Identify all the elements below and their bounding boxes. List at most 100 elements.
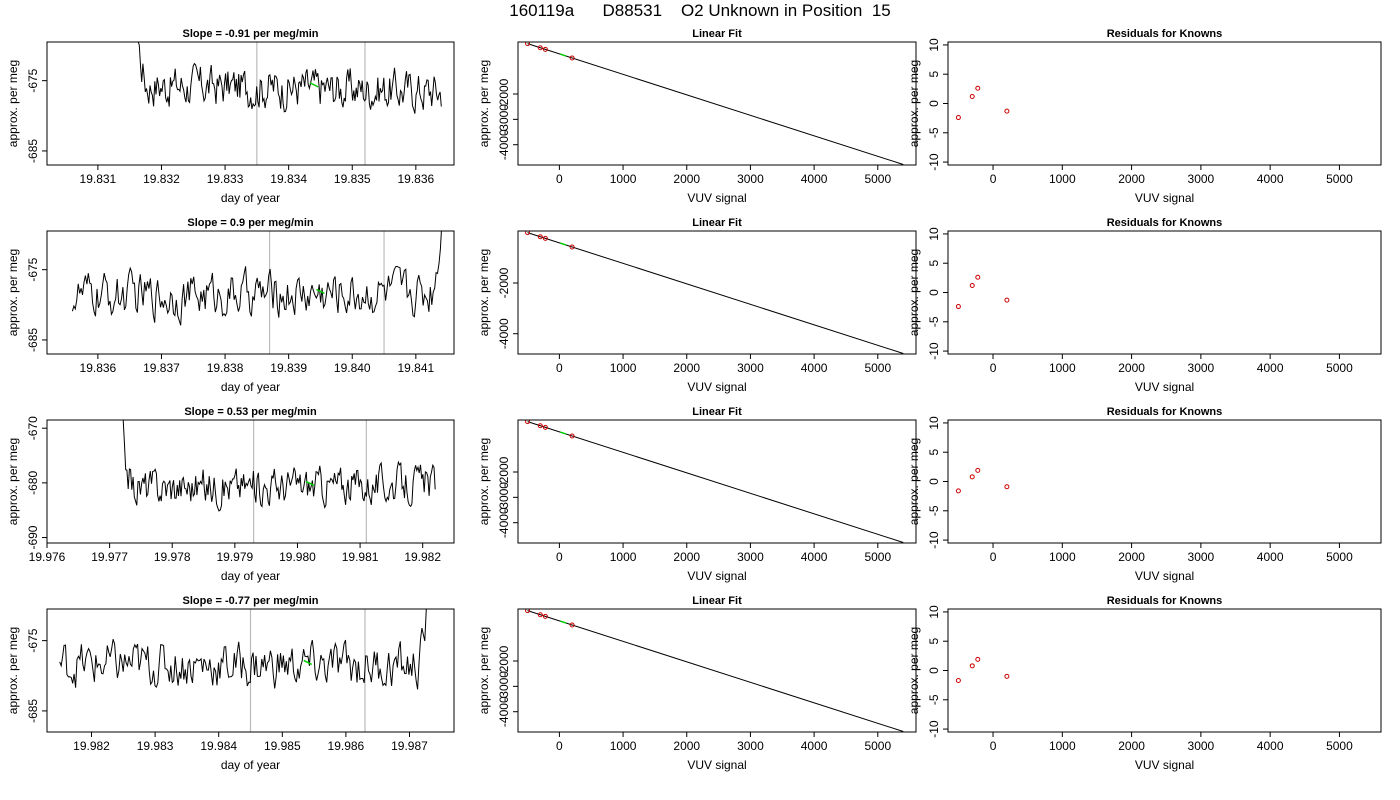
unknown-point <box>559 620 567 624</box>
x-tick-label: 2000 <box>673 361 700 375</box>
signal-trace <box>59 609 427 690</box>
y-tick-label: -675 <box>26 628 40 652</box>
x-tick-label: 1000 <box>1049 172 1076 186</box>
x-tick-label: 1000 <box>610 172 637 186</box>
y-tick-label: -4000 <box>497 696 511 727</box>
x-tick-label: 19.977 <box>91 550 128 564</box>
plot-frame <box>947 41 1382 166</box>
y-tick-label: -2000 <box>497 645 511 676</box>
y-tick-label: 10 <box>927 416 941 430</box>
x-axis-label: day of year <box>221 191 280 205</box>
y-tick-label: -10 <box>927 531 941 549</box>
plot-frame <box>947 608 1382 733</box>
panel-title: Linear Fit <box>692 28 742 40</box>
y-tick-label: -10 <box>927 720 941 738</box>
linear-fit-panel-3: Linear Fit VUV signal approx. per meg 0 1000… <box>477 406 917 583</box>
x-tick-label: 19.836 <box>80 361 117 375</box>
y-axis-label: approx. per meg <box>6 249 20 336</box>
x-tick-label: 0 <box>990 361 997 375</box>
y-tick-label: 5 <box>927 260 941 267</box>
x-tick-label: 19.985 <box>264 739 301 753</box>
panel-title: Slope = -0.91 per meg/min <box>182 28 318 40</box>
x-tick-label: 3000 <box>1188 550 1215 564</box>
y-tick-label: -685 <box>26 139 40 163</box>
y-tick-label: -5 <box>927 316 941 327</box>
known-point <box>537 423 543 429</box>
x-axis-label: day of year <box>221 758 280 772</box>
panel-title: Residuals for Knowns <box>1107 406 1223 418</box>
known-point <box>569 622 575 628</box>
residual-point <box>969 474 975 480</box>
known-point <box>537 612 543 618</box>
y-tick-label: 0 <box>927 289 941 296</box>
panel-title: Residuals for Knowns <box>1107 28 1223 40</box>
y-tick-label: 10 <box>927 227 941 241</box>
plot-frame <box>46 419 455 544</box>
panel-title: Slope = 0.53 per meg/min <box>184 406 317 418</box>
x-tick-label: 2000 <box>1118 172 1145 186</box>
x-tick-label: 4000 <box>801 361 828 375</box>
y-tick-label: -675 <box>26 68 40 92</box>
x-axis-label: day of year <box>221 380 280 394</box>
plot-frame <box>46 230 455 355</box>
y-tick-label: -690 <box>26 525 40 549</box>
unknown-marker <box>316 288 325 295</box>
trace-panel-1: Slope = -0.91 per meg/min day of year appr… <box>6 28 455 205</box>
x-tick-label: 5000 <box>1326 739 1353 753</box>
known-point <box>542 424 548 430</box>
x-axis-label: VUV signal <box>1135 758 1194 772</box>
known-point <box>542 235 548 241</box>
y-axis-label: approx. per meg <box>6 60 20 147</box>
plot-data <box>525 42 904 165</box>
plot-data <box>525 231 904 354</box>
x-tick-label: 5000 <box>1326 550 1353 564</box>
page-title: 160119a D88531 O2 Unknown in Position 15 <box>509 1 891 20</box>
trace-panel-3: Slope = 0.53 per meg/min day of year appro… <box>6 406 455 583</box>
y-tick-label: -4000 <box>497 318 511 349</box>
y-tick-label: -3000 <box>497 482 511 513</box>
x-tick-label: 1000 <box>610 361 637 375</box>
y-axis-label: approx. per meg <box>6 438 20 525</box>
y-tick-label: -5 <box>927 694 941 705</box>
x-axis-label: VUV signal <box>687 758 746 772</box>
residual-point <box>969 93 975 99</box>
x-tick-label: 19.987 <box>391 739 428 753</box>
fit-line <box>527 43 904 165</box>
unknown-marker <box>305 480 315 487</box>
panel-title: Residuals for Knowns <box>1107 217 1223 229</box>
y-axis-label: approx. per meg <box>477 627 491 714</box>
y-axis-label: approx. per meg <box>477 438 491 525</box>
trace-panel-2: Slope = 0.9 per meg/min day of year approx… <box>6 217 455 394</box>
x-tick-label: 5000 <box>1326 361 1353 375</box>
x-tick-label: 3000 <box>737 172 764 186</box>
plot-data <box>955 85 1010 121</box>
x-tick-label: 5000 <box>864 172 891 186</box>
plot-frame <box>517 41 917 166</box>
y-axis-label: approx. per meg <box>477 249 491 336</box>
x-tick-label: 19.841 <box>397 361 434 375</box>
y-tick-label: -4000 <box>497 507 511 538</box>
x-axis-label: VUV signal <box>687 191 746 205</box>
fit-line <box>527 421 904 543</box>
x-tick-label: 2000 <box>1118 361 1145 375</box>
residual-point <box>975 85 981 91</box>
residual-point <box>955 115 961 121</box>
signal-trace <box>122 420 436 512</box>
x-tick-label: 19.982 <box>73 739 110 753</box>
x-tick-label: 3000 <box>1188 361 1215 375</box>
known-point <box>569 244 575 250</box>
x-tick-label: 0 <box>556 361 563 375</box>
x-axis-label: VUV signal <box>1135 380 1194 394</box>
x-tick-label: 19.976 <box>29 550 66 564</box>
x-tick-label: 1000 <box>610 550 637 564</box>
panel-title: Slope = -0.77 per meg/min <box>182 595 318 607</box>
y-axis-label: approx. per meg <box>907 627 921 714</box>
y-tick-label: -685 <box>26 328 40 352</box>
y-tick-label: 5 <box>927 71 941 78</box>
x-tick-label: 19.979 <box>216 550 253 564</box>
y-tick-label: -10 <box>927 342 941 360</box>
unknown-marker <box>309 82 319 88</box>
y-axis-label: approx. per meg <box>477 60 491 147</box>
unknown-marker <box>303 659 313 666</box>
plot-data <box>955 656 1010 683</box>
